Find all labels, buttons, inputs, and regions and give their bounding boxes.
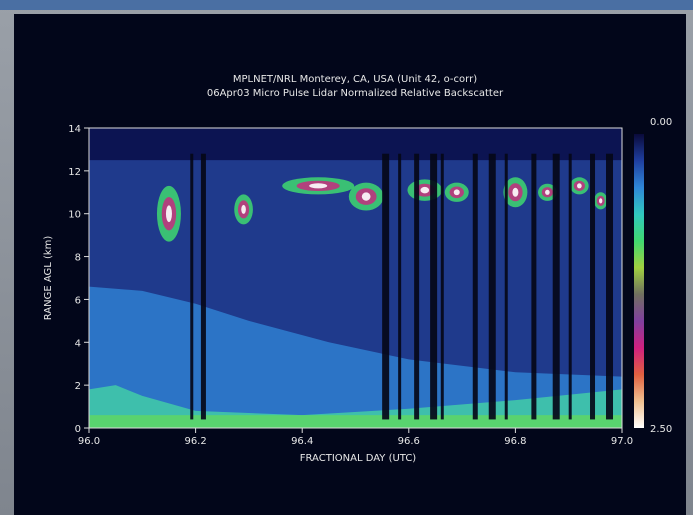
plot-window: MPLNET/NRL Monterey, CA, USA (Unit 42, o… bbox=[14, 14, 686, 515]
data-gap-1 bbox=[200, 153, 206, 420]
cirrus-peak-6 bbox=[512, 187, 519, 197]
x-tick-label: 96.6 bbox=[398, 436, 420, 447]
data-gap-13 bbox=[590, 153, 596, 420]
y-tick-label: 0 bbox=[75, 424, 81, 435]
cirrus-peak-7 bbox=[545, 189, 550, 195]
data-gap-12 bbox=[568, 153, 572, 420]
cirrus-peak-3 bbox=[361, 192, 371, 201]
data-gap-0 bbox=[190, 153, 194, 420]
chart-subtitle: 06Apr03 Micro Pulse Lidar Normalized Rel… bbox=[207, 88, 504, 99]
x-tick-label: 96.0 bbox=[78, 436, 100, 447]
data-gap-4 bbox=[414, 153, 420, 420]
data-gap-14 bbox=[606, 153, 614, 420]
y-tick-label: 8 bbox=[75, 253, 81, 264]
x-tick-label: 96.4 bbox=[291, 436, 313, 447]
cirrus-peak-5 bbox=[453, 189, 460, 196]
y-tick-label: 2 bbox=[75, 381, 81, 392]
data-gap-2 bbox=[382, 153, 390, 420]
cirrus-peak-4 bbox=[420, 186, 430, 194]
data-gap-11 bbox=[552, 153, 560, 420]
colorbar-max-label: 2.50 bbox=[650, 424, 672, 435]
plot-frame bbox=[88, 127, 623, 429]
data-gap-3 bbox=[398, 153, 402, 420]
data-gap-10 bbox=[531, 153, 537, 420]
y-tick-label: 6 bbox=[75, 295, 81, 306]
data-gap-7 bbox=[472, 153, 478, 420]
colorbar-min-label: 0.00 bbox=[650, 117, 672, 128]
x-tick-label: 97.0 bbox=[611, 436, 633, 447]
x-tick-label: 96.2 bbox=[184, 436, 206, 447]
x-axis-label: FRACTIONAL DAY (UTC) bbox=[300, 453, 417, 464]
x-tick-label: 96.8 bbox=[504, 436, 526, 447]
upper-noise bbox=[89, 128, 622, 161]
chart-title: MPLNET/NRL Monterey, CA, USA (Unit 42, o… bbox=[233, 74, 477, 85]
data-gap-9 bbox=[504, 153, 508, 420]
cirrus-peak-9 bbox=[599, 198, 603, 204]
y-tick-label: 4 bbox=[75, 338, 81, 349]
y-axis-label: RANGE AGL (km) bbox=[43, 236, 54, 321]
cirrus-peak-0 bbox=[165, 205, 172, 223]
heatmap-area bbox=[89, 128, 622, 428]
lidar-chart: MPLNET/NRL Monterey, CA, USA (Unit 42, o… bbox=[43, 74, 672, 464]
y-tick-label: 12 bbox=[68, 167, 81, 178]
data-gap-5 bbox=[430, 153, 438, 420]
y-tick-label: 10 bbox=[68, 210, 81, 221]
cirrus-peak-2 bbox=[309, 183, 328, 189]
y-tick-label: 14 bbox=[68, 124, 81, 135]
x-axis: 96.0 96.2 96.4 96.6 96.8 97.0 bbox=[78, 428, 633, 447]
surface-layer bbox=[89, 415, 622, 428]
data-gap-6 bbox=[440, 153, 444, 420]
colorbar bbox=[634, 134, 644, 428]
window-top-bar bbox=[0, 0, 693, 10]
cirrus-peak-8 bbox=[577, 183, 582, 189]
data-gap-8 bbox=[488, 153, 496, 420]
y-axis: 0 2 4 6 8 10 12 14 bbox=[68, 124, 89, 435]
cirrus-peak-1 bbox=[241, 204, 246, 214]
